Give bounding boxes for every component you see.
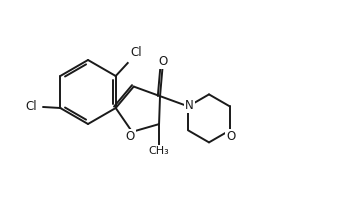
Text: O: O [126,130,135,143]
Text: O: O [159,55,168,68]
Text: Cl: Cl [130,47,142,60]
Text: CH₃: CH₃ [149,146,169,156]
Text: O: O [226,130,235,143]
Text: N: N [185,99,193,112]
Text: Cl: Cl [25,100,37,112]
